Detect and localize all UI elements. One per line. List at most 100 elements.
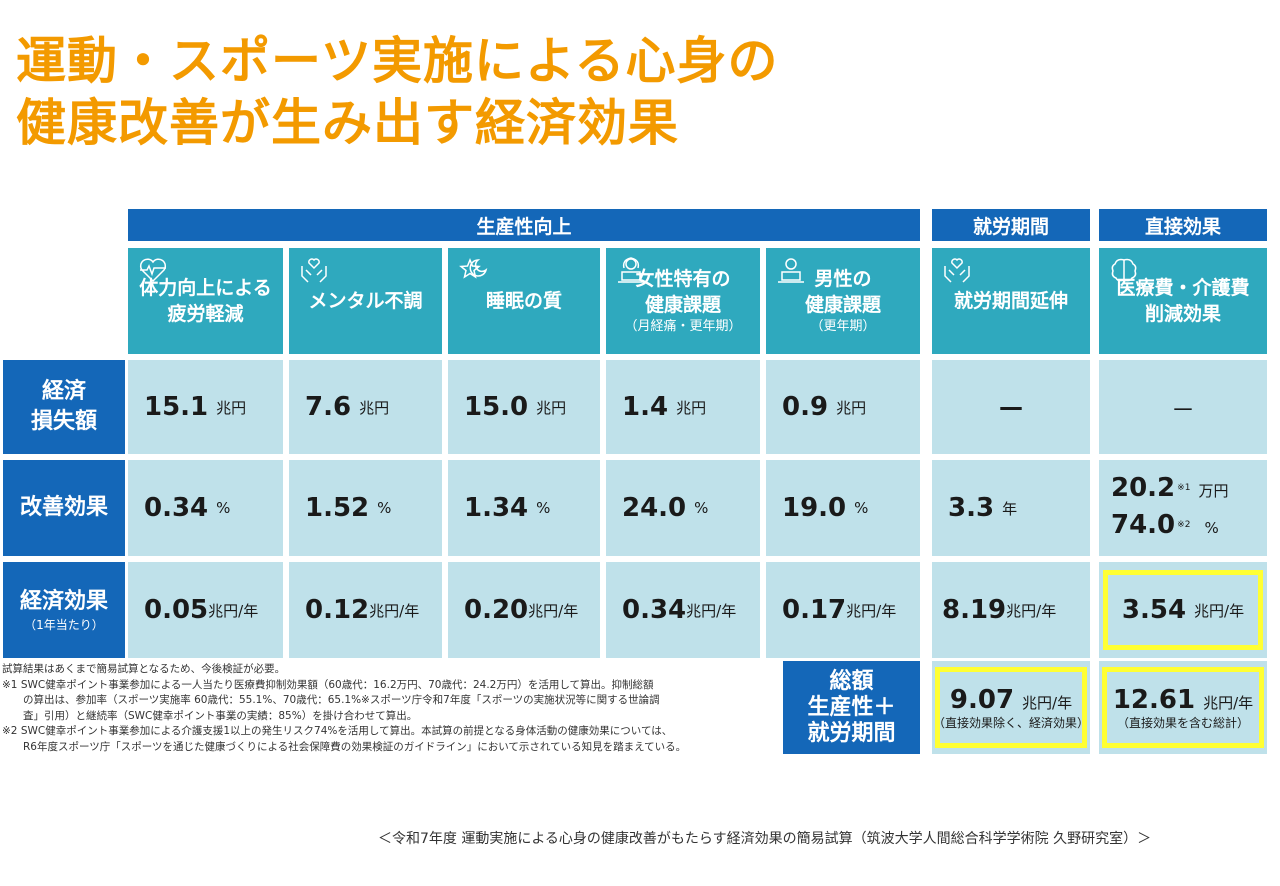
row-header-improve: 改善効果 — [3, 460, 125, 556]
cell-loss-women: 1.4 兆円 — [606, 360, 760, 454]
cell-unit: 兆円/年 — [846, 601, 897, 620]
cell-value: 9.07 — [949, 684, 1015, 715]
category-sub: （月経痛・更年期） — [624, 319, 742, 334]
cell-unit: 兆円/年 — [686, 601, 737, 620]
footnote-line: の算出は、参加率（スポーツ実施率 60歳代：55.1%、70歳代：65.1%※ス… — [2, 694, 660, 706]
cell-unit: % — [216, 499, 231, 517]
cell-effect-mental: 0.12 兆円/年 — [289, 562, 442, 658]
cell-value: 24.0 — [622, 493, 687, 523]
category-label: 健康課題 — [804, 294, 881, 316]
cell-value: 0.20 — [464, 595, 529, 625]
row-header-total: 総額 生産性＋ 就労期間 — [783, 661, 920, 754]
cell-value: 8.19 — [942, 595, 1007, 625]
cell-improve-work: 3.3 年 — [932, 460, 1090, 556]
cell-value: 0.05 — [144, 595, 209, 625]
cell-loss-sleep: 15.0 兆円 — [448, 360, 600, 454]
cell-unit: 兆円/年 — [1194, 601, 1245, 620]
category-label: 健康課題 — [644, 294, 721, 316]
footnote-line: ※1 SWC健幸ポイント事業参加による一人当たり医療費抑制効果額（60歳代：16… — [2, 678, 654, 691]
sleep-star-icon — [459, 258, 488, 279]
category-sleep: 睡眠の質 — [448, 248, 600, 354]
cell-value: 3.3 — [948, 493, 995, 523]
cell-value: 0.34 — [622, 595, 687, 625]
title-line-2: 健康改善が生み出す経済効果 — [16, 94, 679, 152]
highlight-frame: 12.61 兆円/年 （直接効果を含む総計） — [1102, 667, 1264, 748]
cell-value: 12.61 — [1112, 684, 1196, 715]
category-women-health: 女性特有の 健康課題 （月経痛・更年期） — [606, 248, 760, 354]
cell-unit: 兆円/年 — [1006, 601, 1057, 620]
category-mental: メンタル不調 — [289, 248, 442, 354]
cell-improve-sleep: 1.34% — [448, 460, 600, 556]
cell-unit: % — [536, 499, 551, 517]
heart-pulse-icon — [139, 258, 167, 283]
cell-improve-men: 19.0% — [766, 460, 920, 556]
cell-effect-sleep: 0.20 兆円/年 — [448, 562, 600, 658]
row-header-effect: 経済効果 （1年当たり） — [3, 562, 125, 658]
category-label: 女性特有の — [635, 268, 731, 290]
cell-unit: 兆円/年 — [528, 601, 579, 620]
cell-value: 0.12 — [305, 595, 370, 625]
cell-unit: 年 — [1002, 499, 1018, 518]
group-header-employment: 就労期間 — [932, 209, 1090, 241]
highlight-frame: 3.54 兆円/年 — [1103, 570, 1263, 650]
source-citation: ＜令和7年度 運動実施による心身の健康改善がもたらす経済効果の簡易試算（筑波大学… — [378, 831, 1152, 847]
cell-value: 1.52 — [305, 493, 370, 523]
cell-value: 0.34 — [144, 493, 209, 523]
cell-improve-mental: 1.52% — [289, 460, 442, 556]
cell-value: 20.2 — [1111, 473, 1176, 503]
row-header-label: 生産性＋ — [807, 694, 896, 720]
cell-value: 1.34 — [464, 493, 529, 523]
hands-heart-icon — [944, 258, 970, 283]
category-label: 医療費・介護費 — [1116, 277, 1250, 299]
footnote-line: 試算結果はあくまで簡易試算となるため、今後検証が必要。 — [2, 663, 286, 675]
cell-unit: % — [1204, 519, 1219, 537]
footnotes: 試算結果はあくまで簡易試算となるため、今後検証が必要。 ※1 SWC健幸ポイント… — [2, 662, 782, 755]
title-line-1: 運動・スポーツ実施による心身の — [16, 32, 779, 90]
row-header-label: 改善効果 — [19, 495, 108, 520]
cell-unit: 兆円 — [216, 398, 247, 417]
cell-total-including-direct: 12.61 兆円/年 （直接効果を含む総計） — [1099, 661, 1267, 754]
category-men-health: 男性の 健康課題 （更年期） — [766, 248, 920, 354]
category-label: 削減効果 — [1144, 303, 1221, 325]
cell-value: － — [1171, 395, 1195, 424]
category-medical-cost: 医療費・介護費 削減効果 — [1099, 248, 1267, 354]
man-laptop-icon — [778, 258, 804, 283]
cell-loss-men: 0.9 兆円 — [766, 360, 920, 454]
category-label: 男性の — [814, 268, 872, 290]
cell-unit: 兆円/年 — [369, 601, 420, 620]
group-header-productivity: 生産性向上 — [128, 209, 920, 241]
cell-effect-men: 0.17 兆円/年 — [766, 562, 920, 658]
category-label: 体力向上による — [139, 277, 272, 299]
page-title: 運動・スポーツ実施による心身の 健康改善が生み出す経済効果 — [16, 30, 779, 154]
cell-improve-fatigue: 0.34% — [128, 460, 283, 556]
cell-unit: 兆円/年 — [1203, 693, 1254, 712]
woman-laptop-icon — [618, 257, 644, 283]
cell-effect-work: 8.19 兆円/年 — [932, 562, 1090, 658]
cell-unit: % — [377, 499, 392, 517]
cell-unit: 兆円 — [536, 398, 567, 417]
category-fatigue: 体力向上による 疲労軽減 — [128, 248, 283, 354]
cell-unit: % — [694, 499, 709, 517]
cell-unit: 兆円/年 — [208, 601, 259, 620]
category-label: 疲労軽減 — [167, 303, 244, 325]
highlight-frame: 9.07 兆円/年 （直接効果除く、経済効果） — [933, 667, 1089, 748]
cell-improve-women: 24.0% — [606, 460, 760, 556]
cell-value: 1.4 — [622, 392, 669, 422]
cell-value: 19.0 — [782, 493, 847, 523]
group-header-direct: 直接効果 — [1099, 209, 1267, 241]
cell-value: 0.9 — [782, 392, 829, 422]
cell-loss-mental: 7.6 兆円 — [289, 360, 442, 454]
category-label: 睡眠の質 — [485, 290, 562, 312]
category-sub: （更年期） — [810, 319, 876, 334]
row-header-sub: （1年当たり） — [24, 618, 104, 632]
cell-unit: 万円 — [1198, 482, 1229, 500]
cell-value: 74.0 — [1111, 510, 1176, 540]
cell-unit: 兆円 — [359, 398, 390, 417]
footnote-line: 査」引用）と継続率（SWC健幸ポイント事業の実績：85%）を掛け合わせて算出。 — [2, 709, 418, 722]
cell-value: 3.54 — [1121, 595, 1187, 625]
cell-value: 15.0 — [464, 392, 529, 422]
category-label: メンタル不調 — [308, 290, 423, 312]
cell-unit: 兆円/年 — [1022, 693, 1073, 712]
category-work-extension: 就労期間延伸 — [932, 248, 1090, 354]
cell-effect-women: 0.34 兆円/年 — [606, 562, 760, 658]
